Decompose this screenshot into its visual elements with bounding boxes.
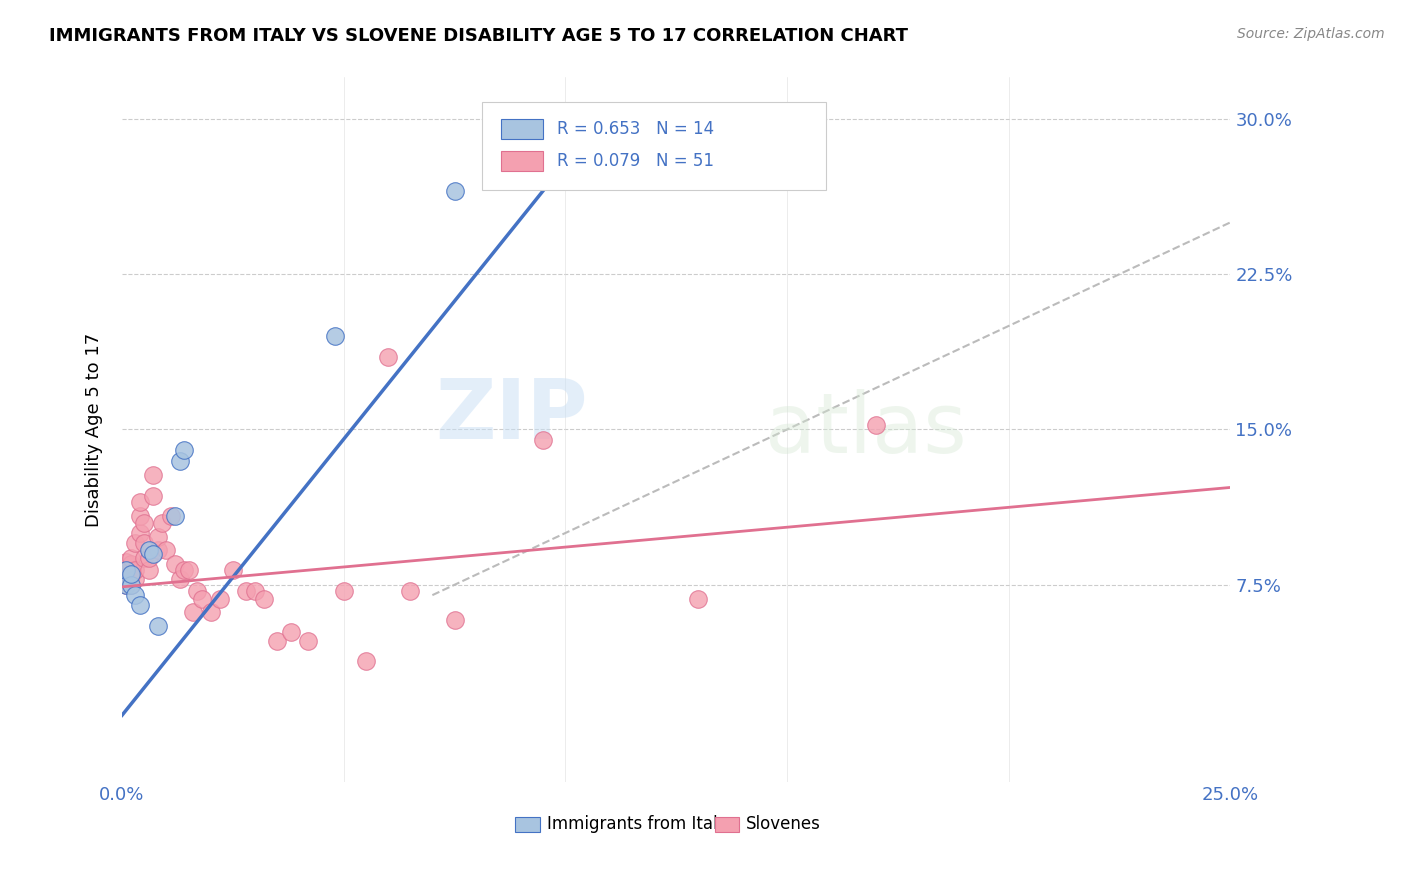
Point	[280, 625, 302, 640]
Point	[150, 516, 173, 530]
Point	[142, 547, 165, 561]
Point	[443, 184, 465, 198]
Point	[138, 563, 160, 577]
Point	[115, 563, 138, 577]
Point	[128, 526, 150, 541]
Text: IMMIGRANTS FROM ITALY VS SLOVENE DISABILITY AGE 5 TO 17 CORRELATION CHART: IMMIGRANTS FROM ITALY VS SLOVENE DISABIL…	[49, 27, 908, 45]
Point	[146, 530, 169, 544]
Point	[128, 599, 150, 613]
Text: ZIP: ZIP	[434, 375, 588, 456]
Point	[181, 605, 204, 619]
Point	[134, 516, 156, 530]
Bar	[501, 119, 543, 138]
Point	[120, 578, 142, 592]
Point	[200, 605, 222, 619]
Text: R = 0.653   N = 14: R = 0.653 N = 14	[557, 120, 714, 138]
Point	[253, 592, 276, 607]
Point	[169, 453, 191, 467]
Point	[120, 578, 142, 592]
Point	[120, 557, 142, 571]
Point	[688, 592, 710, 607]
Point	[177, 563, 200, 577]
Point	[134, 550, 156, 565]
Point	[124, 563, 146, 577]
Point	[124, 572, 146, 586]
Point	[399, 584, 422, 599]
Point	[115, 555, 138, 569]
Bar	[716, 817, 740, 832]
Point	[354, 654, 377, 668]
Point	[138, 550, 160, 565]
Point	[169, 572, 191, 586]
Point	[186, 584, 208, 599]
Point	[142, 489, 165, 503]
Point	[332, 584, 354, 599]
Point	[128, 495, 150, 509]
Point	[146, 542, 169, 557]
Point	[120, 550, 142, 565]
Point	[531, 433, 554, 447]
Point	[266, 633, 288, 648]
Point	[165, 557, 187, 571]
Point	[165, 509, 187, 524]
Text: Immigrants from Italy: Immigrants from Italy	[547, 815, 727, 833]
Point	[173, 443, 195, 458]
Point	[115, 563, 138, 577]
Point	[208, 592, 231, 607]
Point	[865, 418, 887, 433]
Point	[115, 578, 138, 592]
Point	[173, 563, 195, 577]
Point	[120, 567, 142, 582]
Point	[115, 569, 138, 583]
Point	[191, 592, 214, 607]
Point	[115, 578, 138, 592]
Text: Slovenes: Slovenes	[747, 815, 821, 833]
Text: R = 0.079   N = 51: R = 0.079 N = 51	[557, 153, 713, 170]
Point	[142, 468, 165, 483]
Point	[128, 509, 150, 524]
Point	[134, 536, 156, 550]
Point	[120, 563, 142, 577]
Point	[443, 613, 465, 627]
Point	[323, 329, 346, 343]
Point	[146, 619, 169, 633]
Point	[155, 542, 177, 557]
Point	[120, 569, 142, 583]
Point	[124, 588, 146, 602]
Point	[297, 633, 319, 648]
Text: atlas: atlas	[765, 389, 966, 470]
Point	[138, 542, 160, 557]
Point	[222, 563, 245, 577]
Text: Source: ZipAtlas.com: Source: ZipAtlas.com	[1237, 27, 1385, 41]
Point	[377, 350, 399, 364]
Y-axis label: Disability Age 5 to 17: Disability Age 5 to 17	[86, 333, 103, 526]
Bar	[516, 817, 540, 832]
Point	[243, 584, 266, 599]
Bar	[501, 152, 543, 171]
FancyBboxPatch shape	[482, 102, 825, 190]
Point	[124, 536, 146, 550]
Point	[235, 584, 257, 599]
Point	[159, 509, 181, 524]
